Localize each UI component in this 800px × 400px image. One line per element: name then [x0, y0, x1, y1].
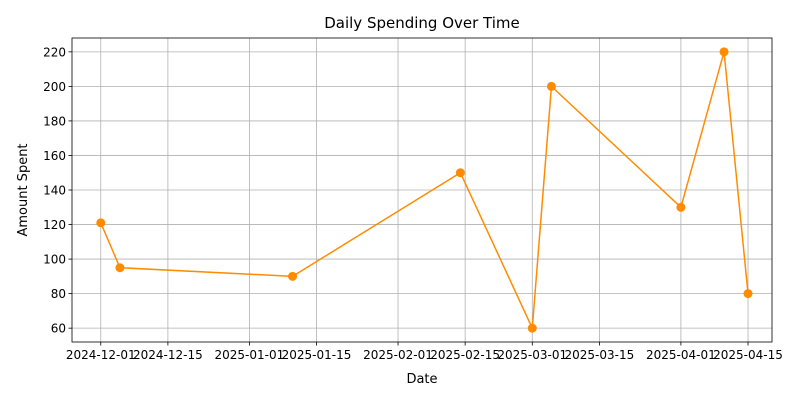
x-tick-label: 2025-03-15	[565, 348, 635, 362]
x-tick-label: 2025-01-01	[215, 348, 285, 362]
data-point	[455, 168, 465, 178]
y-tick-label: 120	[43, 218, 66, 232]
series-layer	[96, 47, 753, 333]
x-tick-label: 2025-03-01	[497, 348, 567, 362]
x-tick-label: 2024-12-01	[66, 348, 136, 362]
data-point	[527, 323, 537, 333]
y-tick-label: 180	[43, 114, 66, 128]
data-point	[676, 202, 686, 212]
y-axis-title: Amount Spent	[16, 143, 31, 236]
y-tick-label: 200	[43, 80, 66, 94]
x-tick-label: 2024-12-15	[133, 348, 203, 362]
data-point	[115, 263, 125, 273]
y-tick-label: 60	[51, 322, 66, 336]
y-tick-label: 220	[43, 45, 66, 59]
data-point	[719, 47, 729, 57]
data-point	[743, 289, 753, 299]
x-axis-title: Date	[406, 372, 437, 387]
x-tick-label: 2025-02-15	[430, 348, 500, 362]
x-tick-label: 2025-04-15	[713, 348, 783, 362]
data-point	[546, 81, 556, 91]
data-point	[288, 271, 298, 281]
y-tick-label: 80	[51, 287, 66, 301]
y-tick-label: 100	[43, 253, 66, 267]
x-tick-label: 2025-01-15	[282, 348, 352, 362]
y-tick-label: 140	[43, 184, 66, 198]
chart-title: Daily Spending Over Time	[324, 14, 520, 32]
y-tick-label: 160	[43, 149, 66, 163]
grid	[72, 38, 772, 342]
x-tick-label: 2025-02-01	[363, 348, 433, 362]
data-point	[96, 218, 106, 228]
x-tick-label: 2025-04-01	[646, 348, 716, 362]
